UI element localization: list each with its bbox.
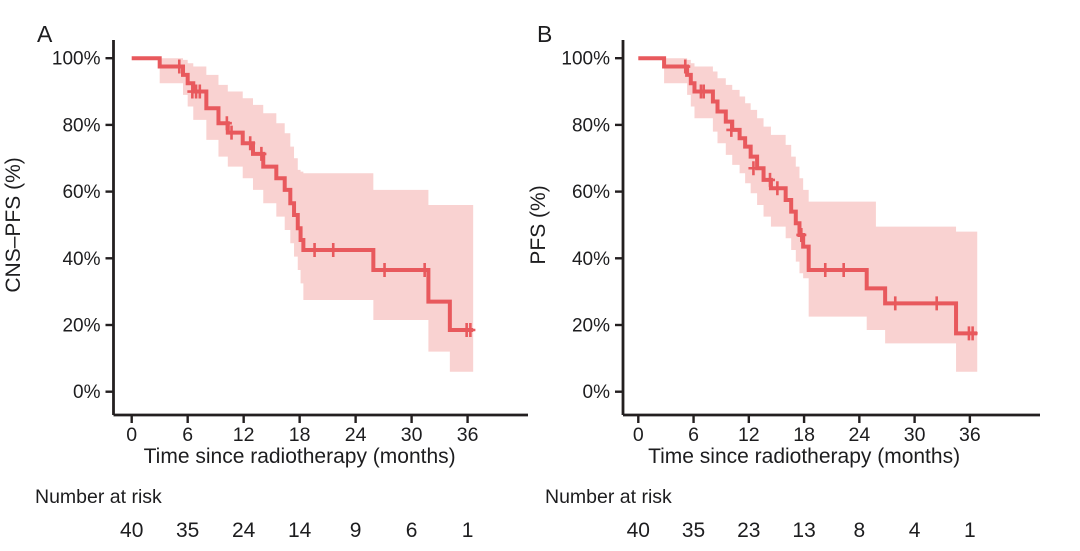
censor-mark — [309, 242, 320, 257]
risk-count: 4 — [909, 519, 921, 542]
risk-count: 8 — [853, 519, 865, 542]
censor-mark — [765, 172, 776, 187]
risk-count: 40 — [120, 519, 143, 542]
censor-mark — [245, 136, 256, 151]
censor-mark — [465, 323, 476, 338]
y-tick-label: 60% — [62, 182, 100, 203]
confidence-band — [664, 58, 978, 372]
risk-count: 24 — [232, 519, 256, 542]
x-axis-title: Time since radiotherapy (months) — [144, 445, 456, 468]
y-tick-label: 80% — [572, 115, 610, 136]
y-axis-title: CNS–PFS (%) — [2, 157, 25, 292]
risk-count: 23 — [737, 519, 760, 542]
risk-count: 14 — [288, 519, 312, 542]
risk-count: 9 — [350, 519, 362, 542]
risk-count: 1 — [462, 519, 474, 542]
risk-count: 1 — [964, 519, 976, 542]
y-tick-label: 80% — [62, 115, 100, 136]
x-tick-label: 30 — [401, 424, 423, 446]
x-tick-label: 0 — [633, 424, 644, 446]
censor-mark — [796, 227, 807, 242]
risk-table-label: Number at risk — [35, 486, 162, 508]
y-tick-label: 40% — [62, 249, 100, 270]
censor-mark — [379, 262, 390, 277]
censor-mark — [680, 59, 691, 74]
risk-count: 13 — [792, 519, 815, 542]
y-tick-label: 20% — [572, 316, 610, 337]
x-axis-title: Time since radiotherapy (months) — [648, 445, 960, 468]
censor-mark — [772, 181, 783, 196]
censor-mark — [931, 296, 942, 311]
y-tick-label: 0% — [583, 382, 611, 403]
censor-mark — [226, 125, 237, 140]
y-tick-label: 100% — [52, 49, 101, 70]
censor-mark — [698, 84, 709, 99]
x-tick-label: 12 — [738, 424, 760, 446]
km-line — [638, 56, 978, 336]
x-tick-label: 18 — [289, 424, 311, 446]
panel-label: A — [37, 21, 53, 47]
censor-mark — [419, 262, 430, 277]
x-tick-label: 24 — [345, 424, 367, 446]
censor-mark — [820, 262, 831, 277]
censor-mark — [256, 146, 267, 161]
x-tick-label: 6 — [688, 424, 699, 446]
y-tick-label: 20% — [62, 316, 100, 337]
x-tick-label: 36 — [457, 424, 479, 446]
censor-mark — [174, 59, 185, 74]
risk-table-label: Number at risk — [545, 486, 672, 508]
risk-count: 6 — [406, 519, 418, 542]
censor-mark — [748, 161, 759, 176]
panel-label: B — [537, 21, 552, 47]
confidence-band — [159, 58, 474, 372]
x-tick-label: 18 — [793, 424, 815, 446]
censor-mark — [967, 326, 978, 341]
x-tick-label: 24 — [848, 424, 870, 446]
y-tick-label: 100% — [561, 49, 610, 70]
censor-mark — [221, 116, 232, 131]
risk-count: 35 — [176, 519, 199, 542]
x-tick-label: 30 — [904, 424, 926, 446]
x-tick-label: 12 — [233, 424, 255, 446]
y-tick-label: 0% — [73, 382, 101, 403]
risk-count: 40 — [627, 519, 650, 542]
x-tick-label: 6 — [182, 424, 193, 446]
y-tick-label: 60% — [572, 182, 610, 203]
censor-mark — [890, 296, 901, 311]
censor-mark — [328, 242, 339, 257]
y-axis-title: PFS (%) — [527, 185, 550, 264]
censor-mark — [194, 84, 205, 99]
censor-mark — [726, 122, 737, 137]
y-tick-label: 40% — [572, 249, 610, 270]
x-tick-label: 0 — [126, 424, 137, 446]
x-tick-label: 36 — [959, 424, 981, 446]
risk-count: 35 — [682, 519, 705, 542]
censor-mark — [838, 262, 849, 277]
